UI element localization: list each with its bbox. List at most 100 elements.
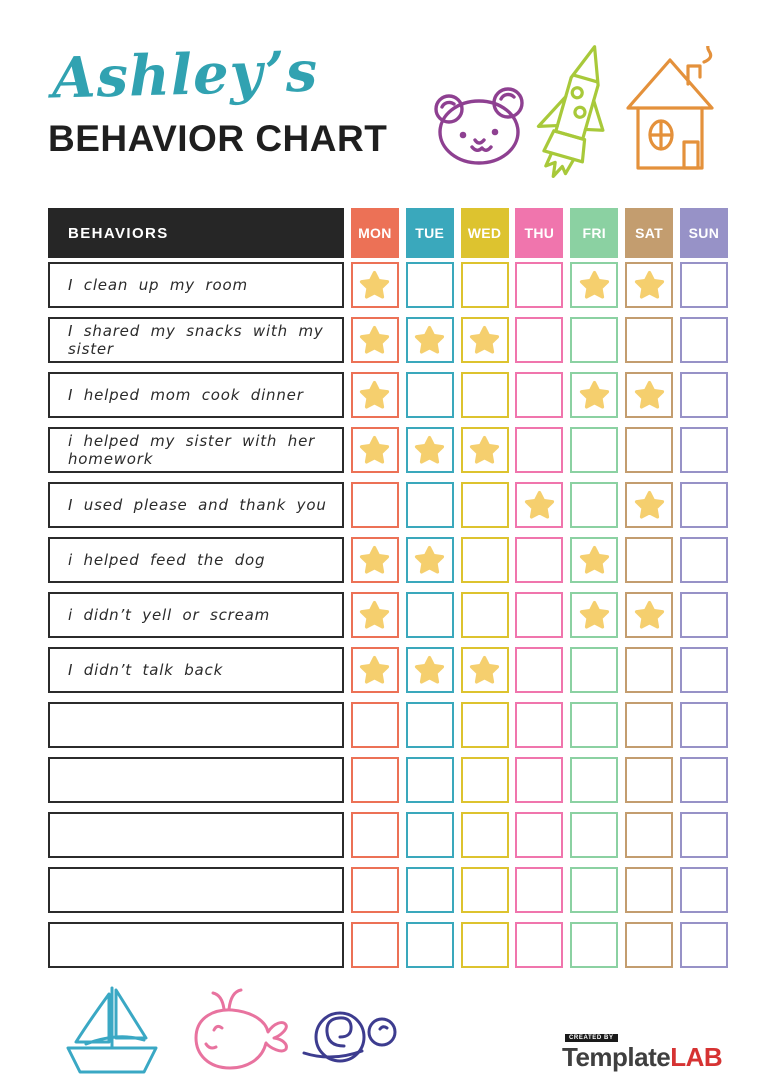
behavior-label[interactable]: i helped my sister with her homework	[48, 427, 344, 473]
day-cell-tue[interactable]	[405, 922, 454, 968]
day-cell-mon[interactable]	[350, 482, 399, 528]
day-cell-sat[interactable]	[625, 317, 674, 363]
behavior-label[interactable]	[48, 922, 344, 968]
day-cell-wed[interactable]	[460, 757, 509, 803]
day-cell-sun[interactable]	[679, 757, 728, 803]
day-cell-tue[interactable]	[405, 812, 454, 858]
day-cell-fri[interactable]	[570, 647, 619, 693]
day-cell-thu[interactable]	[515, 592, 564, 638]
day-cell-tue[interactable]	[405, 372, 454, 418]
day-cell-sat[interactable]	[625, 702, 674, 748]
day-cell-mon[interactable]	[350, 427, 399, 473]
day-cell-wed[interactable]	[460, 647, 509, 693]
day-cell-wed[interactable]	[460, 922, 509, 968]
day-cell-sun[interactable]	[679, 262, 728, 308]
day-cell-mon[interactable]	[350, 372, 399, 418]
behavior-label[interactable]: i helped feed the dog	[48, 537, 344, 583]
day-cell-thu[interactable]	[515, 757, 564, 803]
day-cell-sat[interactable]	[625, 757, 674, 803]
day-cell-fri[interactable]	[570, 867, 619, 913]
behavior-label[interactable]: I didn’t talk back	[48, 647, 344, 693]
day-cell-sun[interactable]	[679, 867, 728, 913]
behavior-label[interactable]	[48, 812, 344, 858]
day-cell-fri[interactable]	[570, 702, 619, 748]
day-cell-fri[interactable]	[570, 537, 619, 583]
day-cell-tue[interactable]	[405, 647, 454, 693]
day-cell-mon[interactable]	[350, 317, 399, 363]
day-cell-mon[interactable]	[350, 867, 399, 913]
day-cell-thu[interactable]	[515, 812, 564, 858]
day-cell-thu[interactable]	[515, 372, 564, 418]
day-cell-sun[interactable]	[679, 812, 728, 858]
day-cell-sun[interactable]	[679, 592, 728, 638]
day-cell-sat[interactable]	[625, 647, 674, 693]
day-cell-sat[interactable]	[625, 922, 674, 968]
day-cell-wed[interactable]	[460, 867, 509, 913]
day-cell-thu[interactable]	[515, 262, 564, 308]
day-cell-thu[interactable]	[515, 922, 564, 968]
day-cell-mon[interactable]	[350, 262, 399, 308]
day-cell-mon[interactable]	[350, 647, 399, 693]
day-cell-sun[interactable]	[679, 702, 728, 748]
day-cell-sat[interactable]	[625, 592, 674, 638]
day-cell-sat[interactable]	[625, 372, 674, 418]
day-cell-wed[interactable]	[460, 262, 509, 308]
day-cell-sun[interactable]	[679, 482, 728, 528]
day-cell-tue[interactable]	[405, 702, 454, 748]
day-cell-wed[interactable]	[460, 812, 509, 858]
day-cell-thu[interactable]	[515, 537, 564, 583]
day-cell-fri[interactable]	[570, 922, 619, 968]
day-cell-wed[interactable]	[460, 537, 509, 583]
behavior-label[interactable]: i didn’t yell or scream	[48, 592, 344, 638]
day-cell-fri[interactable]	[570, 317, 619, 363]
day-cell-wed[interactable]	[460, 427, 509, 473]
day-cell-sat[interactable]	[625, 812, 674, 858]
day-cell-mon[interactable]	[350, 922, 399, 968]
day-cell-sat[interactable]	[625, 537, 674, 583]
day-cell-tue[interactable]	[405, 592, 454, 638]
day-cell-tue[interactable]	[405, 317, 454, 363]
day-cell-mon[interactable]	[350, 537, 399, 583]
day-cell-sun[interactable]	[679, 647, 728, 693]
day-cell-fri[interactable]	[570, 262, 619, 308]
day-cell-sun[interactable]	[679, 537, 728, 583]
day-cell-sat[interactable]	[625, 427, 674, 473]
day-cell-wed[interactable]	[460, 317, 509, 363]
day-cell-tue[interactable]	[405, 262, 454, 308]
day-cell-mon[interactable]	[350, 757, 399, 803]
day-cell-thu[interactable]	[515, 317, 564, 363]
day-cell-tue[interactable]	[405, 482, 454, 528]
day-cell-thu[interactable]	[515, 482, 564, 528]
day-cell-fri[interactable]	[570, 372, 619, 418]
day-cell-wed[interactable]	[460, 702, 509, 748]
day-cell-tue[interactable]	[405, 537, 454, 583]
day-cell-thu[interactable]	[515, 867, 564, 913]
behavior-label[interactable]	[48, 702, 344, 748]
behavior-label[interactable]: I helped mom cook dinner	[48, 372, 344, 418]
day-cell-sat[interactable]	[625, 262, 674, 308]
day-cell-sun[interactable]	[679, 317, 728, 363]
day-cell-mon[interactable]	[350, 812, 399, 858]
day-cell-fri[interactable]	[570, 592, 619, 638]
day-cell-wed[interactable]	[460, 592, 509, 638]
day-cell-tue[interactable]	[405, 757, 454, 803]
day-cell-wed[interactable]	[460, 482, 509, 528]
day-cell-fri[interactable]	[570, 427, 619, 473]
behavior-label[interactable]: I shared my snacks with my sister	[48, 317, 344, 363]
day-cell-thu[interactable]	[515, 647, 564, 693]
day-cell-sat[interactable]	[625, 482, 674, 528]
behavior-label[interactable]	[48, 867, 344, 913]
day-cell-tue[interactable]	[405, 867, 454, 913]
day-cell-fri[interactable]	[570, 757, 619, 803]
day-cell-sun[interactable]	[679, 922, 728, 968]
day-cell-mon[interactable]	[350, 702, 399, 748]
behavior-label[interactable]	[48, 757, 344, 803]
day-cell-mon[interactable]	[350, 592, 399, 638]
day-cell-fri[interactable]	[570, 482, 619, 528]
day-cell-sat[interactable]	[625, 867, 674, 913]
day-cell-thu[interactable]	[515, 427, 564, 473]
day-cell-wed[interactable]	[460, 372, 509, 418]
behavior-label[interactable]: I clean up my room	[48, 262, 344, 308]
behavior-label[interactable]: I used please and thank you	[48, 482, 344, 528]
day-cell-tue[interactable]	[405, 427, 454, 473]
